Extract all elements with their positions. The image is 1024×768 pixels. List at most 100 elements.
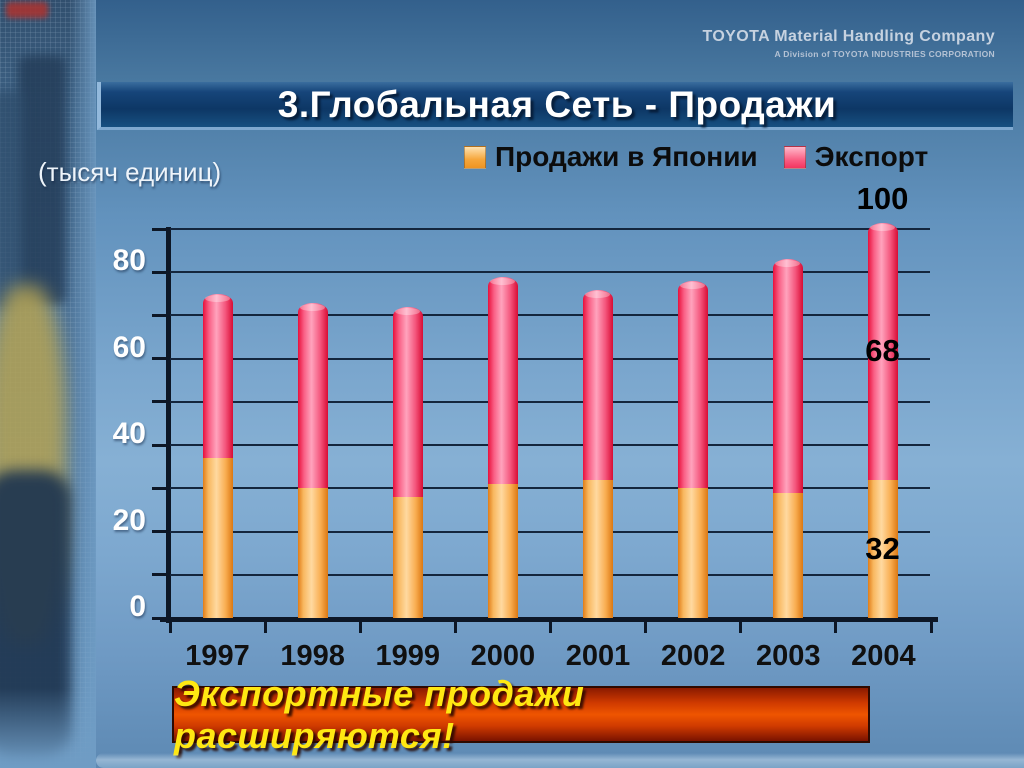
bar-segment-export-1999 [392,306,423,497]
bar-slot-1997 [170,229,265,618]
bar-segment-export-2000 [487,276,518,485]
gridline-10 [170,573,930,576]
chart-legend: Продажи в Японии Экспорт [464,141,928,173]
bar-slot-2004 [835,222,930,618]
year-label-2002: 2002 [660,640,726,672]
bar-segment-japan-2002 [677,488,708,618]
x-axis-ticks [168,618,933,634]
y-axis-units-label: (тысяч единиц) [38,157,222,187]
y-tick-50 [152,400,170,404]
bar-segment-japan-2000 [487,484,518,618]
y-tick-70 [152,313,170,317]
bar-1999 [392,306,423,618]
bar-1997 [202,293,233,618]
bar-segment-export-2002 [677,280,708,489]
y-label-20: 20 [112,503,146,537]
y-tick-90 [152,227,170,231]
bar-slot-1999 [360,229,455,618]
bar-1998 [297,302,328,618]
gridline-30 [170,487,930,490]
y-axis-labels: 0 20 40 60 80 [96,229,146,623]
bar-2003 [772,259,803,618]
annotation-68: 68 [865,333,900,369]
gridline-50 [170,400,930,403]
year-label-2003: 2003 [756,640,821,672]
year-label-2004: 2004 [851,640,916,672]
x-tick-0 [168,618,172,633]
gridline-40 [170,444,930,447]
bar-2001 [582,289,613,618]
x-tick-7 [834,618,838,633]
legend-item-0: Продажи в Японии [464,141,758,173]
bar-segment-export-2004 [867,222,898,480]
year-label-2000: 2000 [470,640,536,672]
y-axis-line [166,227,171,623]
x-tick-4 [549,618,552,633]
title-bar: 3.Глобальная Сеть - Продажи [97,82,1013,130]
year-label-1997: 1997 [185,640,250,672]
brand-division: A Division of TOYOTA INDUSTRIES CORPORAT… [774,49,995,59]
y-label-80: 80 [112,244,146,278]
bar-segment-japan-2001 [582,479,613,618]
gridline-80 [170,271,930,274]
y-tick-20 [152,530,170,534]
stacked-bar-chart: 100 68 32 [170,181,930,618]
photo-dark-shape [0,90,24,310]
bar-slot-2002 [645,229,740,618]
gridline-20 [170,530,930,533]
bar-segment-japan-1998 [297,488,328,618]
bar-2004 [867,222,898,618]
bar-2002 [677,280,708,618]
bar-segment-export-1997 [202,293,233,459]
x-tick-3 [453,618,457,633]
x-tick-2 [358,618,362,633]
legend-item-1: Экспорт [783,141,929,173]
bars-container [170,222,930,618]
legend-swatch-0 [464,145,486,169]
y-label-40: 40 [112,417,146,451]
photo-bottom-fade [0,688,96,768]
y-tick-80 [152,270,170,274]
forklift-photo-strip [0,0,96,768]
callout-banner: Экспортные продажи расширяются! [172,673,870,756]
photo-tire-shape [0,470,72,760]
y-axis-ticks [152,227,170,620]
y-tick-10 [152,573,170,577]
y-tick-0 [152,616,170,620]
bar-segment-export-1998 [297,302,328,489]
bottom-sheen [96,753,1024,768]
x-tick-1 [263,618,267,633]
x-tick-8 [929,618,933,633]
x-tick-6 [739,618,743,633]
brand-name: TOYOTA Material Handling Company [702,28,995,45]
gridline-60 [170,357,930,360]
year-label-1998: 1998 [280,640,345,672]
bar-segment-export-2001 [582,289,613,480]
y-tick-60 [152,357,170,361]
bar-slot-2001 [550,229,645,618]
annotation-32: 32 [865,530,900,566]
bar-slot-2003 [740,229,835,618]
bar-segment-export-2003 [772,259,803,493]
y-tick-40 [152,443,170,447]
y-label-0: 0 [129,590,146,623]
y-tick-30 [152,486,170,490]
year-label-1999: 1999 [375,640,441,672]
x-tick-5 [644,618,648,633]
callout-text: Экспортные продажи расширяются! [174,672,585,756]
legend-label-0: Продажи в Японии [495,141,758,172]
legend-label-1: Экспорт [814,141,929,172]
year-label-2001: 2001 [565,640,631,672]
bar-2000 [487,276,518,618]
bar-segment-japan-1999 [392,496,423,618]
bar-slot-2000 [455,229,550,618]
bar-segment-japan-1997 [202,458,233,618]
gridline-90 [170,228,930,230]
gridline-70 [170,314,930,317]
photo-red-detail [6,2,48,18]
x-axis-category-labels: 1997 1998 1999 2000 2001 2002 2003 2004 [170,640,931,673]
legend-swatch-1 [783,145,806,169]
bar-slot-1998 [265,229,360,618]
y-label-60: 60 [112,330,146,364]
